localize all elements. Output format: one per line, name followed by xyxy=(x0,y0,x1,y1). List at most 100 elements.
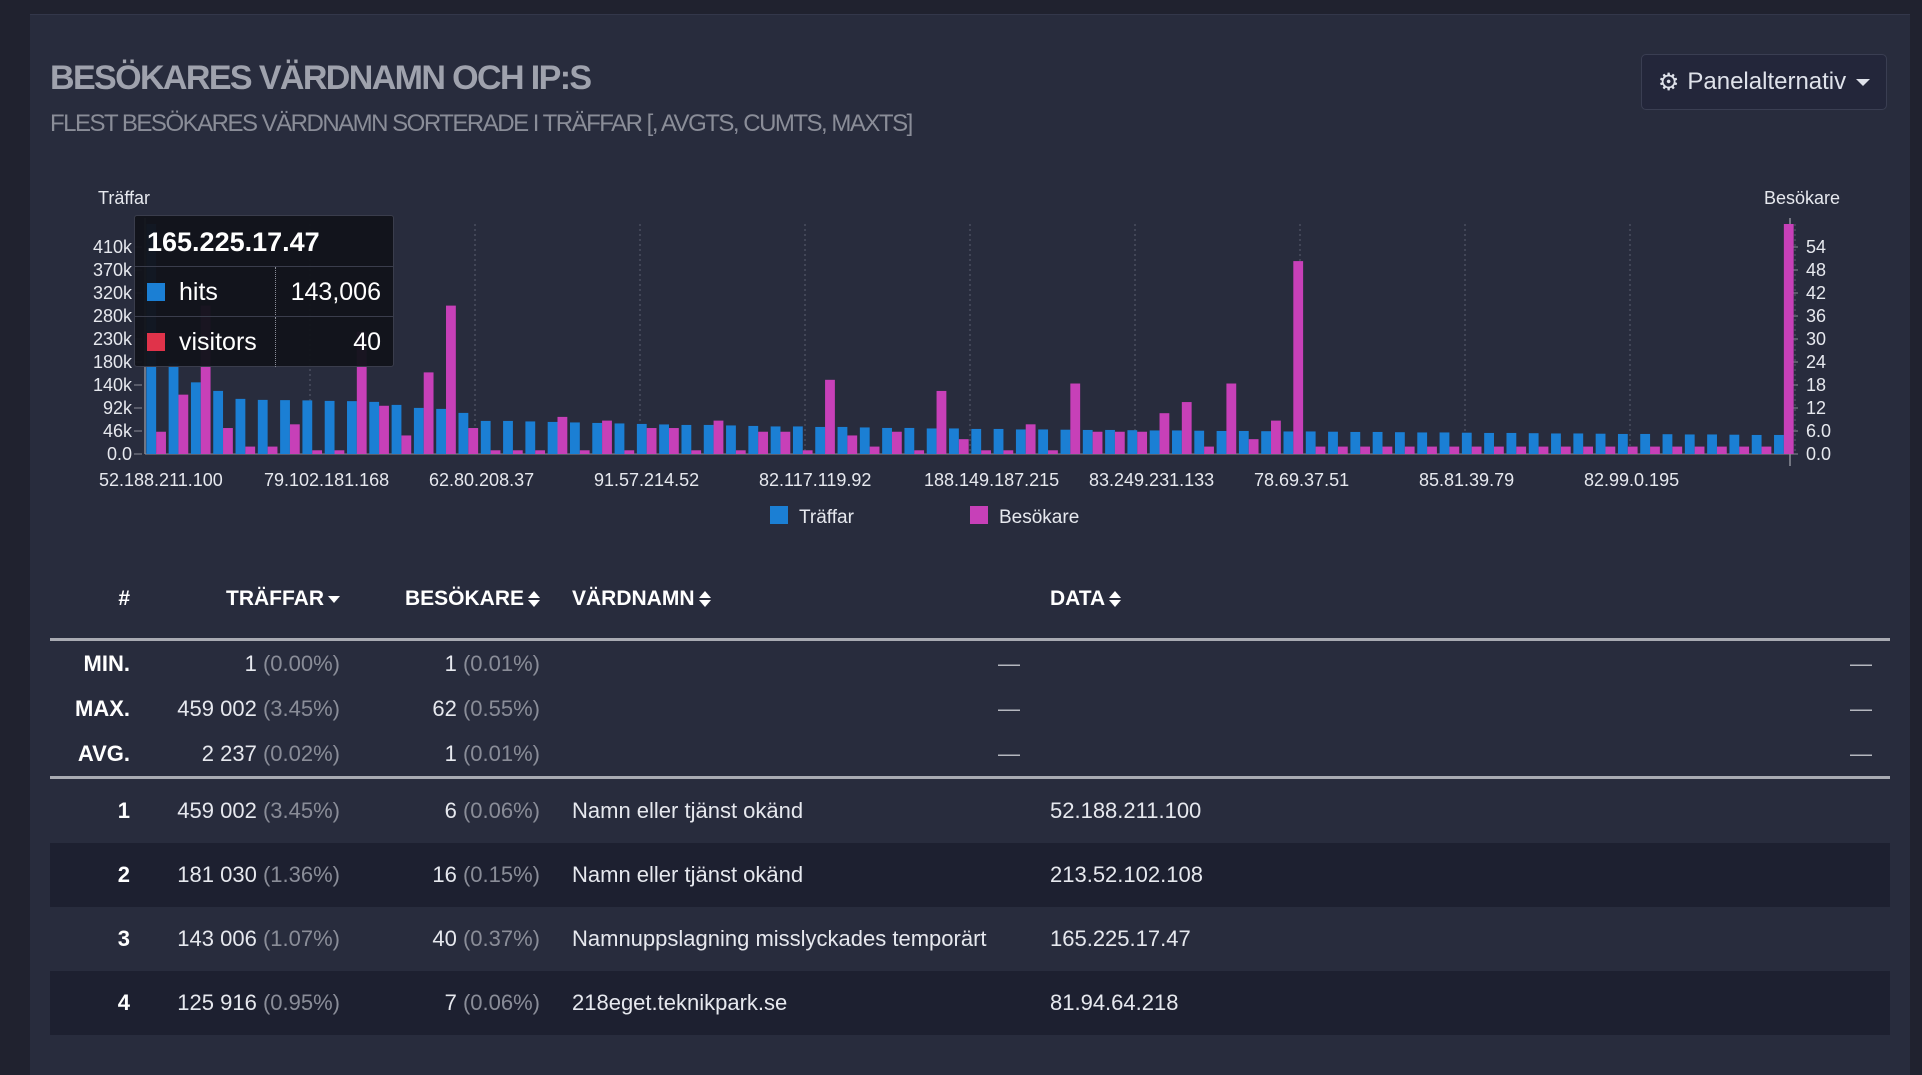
col-header-visitors[interactable]: BESÖKARE xyxy=(340,560,540,640)
bar-visitors xyxy=(1739,446,1750,454)
bar-hits xyxy=(659,424,669,454)
bar-hits xyxy=(792,426,803,454)
x-tick-label: 188.149.187.215 xyxy=(924,470,1059,490)
table-row[interactable]: 4 125 916 (0.95%) 7 (0.06%) 218eget.tekn… xyxy=(50,971,1890,1035)
bar-hits xyxy=(569,422,580,454)
bar-visitors xyxy=(1471,446,1482,454)
table-row[interactable]: 3 143 006 (1.07%) 40 (0.37%) Namnuppslag… xyxy=(50,907,1890,971)
x-tick-label: 85.81.39.79 xyxy=(1419,470,1514,490)
bar-visitors xyxy=(1025,424,1036,454)
bar-visitors xyxy=(1605,446,1616,454)
bar-visitors xyxy=(1404,446,1415,454)
tooltip-row-hits: hits 143,006 xyxy=(135,266,393,317)
stat-hits: 2 237 (0.02%) xyxy=(201,740,340,766)
tooltip-row-visitors: visitors 40 xyxy=(135,316,393,367)
col-header-num: # xyxy=(118,587,130,610)
bar-visitors xyxy=(356,331,367,454)
bar-hits xyxy=(971,428,982,454)
hits-swatch xyxy=(147,283,165,301)
bar-hits xyxy=(436,408,447,454)
bar-hits xyxy=(213,390,224,454)
row-visitors: 6 (0.06%) xyxy=(444,798,540,823)
row-visitors: 40 (0.37%) xyxy=(432,926,540,951)
col-header-data[interactable]: DATA xyxy=(1020,560,1890,640)
bar-hits xyxy=(235,398,246,454)
bar-visitors xyxy=(1070,383,1081,454)
x-tick-label: 82.99.0.195 xyxy=(1584,470,1679,490)
tooltip-separator xyxy=(275,317,276,367)
bar-visitors xyxy=(267,446,278,454)
bar-hits xyxy=(949,428,959,454)
bar-hits xyxy=(1127,430,1138,454)
x-tick-label: 78.69.37.51 xyxy=(1254,470,1349,490)
bar-hits xyxy=(1015,429,1026,454)
x-tick-label: 79.102.181.168 xyxy=(264,470,389,490)
table-row[interactable]: 2 181 030 (1.36%) 16 (0.15%) Namn eller … xyxy=(50,843,1890,907)
bar-hits xyxy=(859,427,870,454)
bar-visitors xyxy=(1226,383,1237,454)
bar-visitors xyxy=(1248,439,1259,454)
panel-options-button[interactable]: ⚙ Panelalternativ xyxy=(1641,54,1887,110)
bar-hits xyxy=(1573,433,1584,454)
bar-hits xyxy=(1484,432,1494,454)
bar-hits xyxy=(681,424,692,454)
panel-subtitle: FLEST BESÖKARES VÄRDNAMN SORTERADE I TRÄ… xyxy=(50,110,913,137)
col-header-hostname[interactable]: VÄRDNAMN xyxy=(540,560,1020,640)
row-hits: 181 030 (1.36%) xyxy=(177,862,340,887)
bar-hits xyxy=(480,420,491,454)
right-tick-label: 12 xyxy=(1806,398,1826,418)
bar-hits xyxy=(1461,432,1472,454)
right-tick-label: 48 xyxy=(1806,260,1826,280)
stat-hostname-dash: — xyxy=(998,740,1020,766)
x-tick-label: 62.80.208.37 xyxy=(429,470,534,490)
bar-visitors xyxy=(713,420,724,454)
legend-swatch xyxy=(970,506,988,524)
col-header-hits[interactable]: TRÄFFAR xyxy=(130,560,340,640)
bar-visitors xyxy=(401,435,412,454)
bar-visitors xyxy=(1271,420,1281,454)
legend-swatch xyxy=(770,506,788,524)
bar-hits xyxy=(413,407,424,454)
bar-visitors xyxy=(1003,450,1014,454)
bar-hits xyxy=(280,400,290,454)
bar-visitors xyxy=(1114,431,1125,454)
bar-visitors xyxy=(758,431,768,454)
bar-visitors xyxy=(1293,261,1304,454)
row-number: 2 xyxy=(117,862,130,887)
stat-hits: 1 (0.00%) xyxy=(244,650,340,676)
row-data: 52.188.211.100 xyxy=(1050,798,1202,823)
bar-visitors xyxy=(1694,446,1705,454)
bar-hits xyxy=(547,421,558,454)
bar-visitors xyxy=(891,431,902,454)
bar-visitors xyxy=(869,446,880,454)
stat-data-dash: — xyxy=(1850,740,1872,766)
bar-visitors xyxy=(223,428,233,454)
right-tick-label: 30 xyxy=(1806,329,1826,349)
x-tick-label: 52.188.211.100 xyxy=(99,470,223,490)
bar-hits xyxy=(1662,434,1673,454)
x-tick-label: 82.117.119.92 xyxy=(759,470,871,490)
stat-visitors: 1 (0.01%) xyxy=(444,740,540,766)
bar-visitors xyxy=(178,394,189,454)
right-tick-label: 36 xyxy=(1806,306,1826,326)
stat-hostname-dash: — xyxy=(998,650,1020,676)
left-tick-label: 92k xyxy=(103,398,133,418)
bar-hits xyxy=(1238,430,1249,454)
bar-hits xyxy=(726,425,736,454)
left-tick-label: 0.0 xyxy=(107,444,132,464)
bar-visitors xyxy=(1783,224,1794,454)
stat-label: MAX. xyxy=(75,695,130,721)
bar-visitors xyxy=(1650,446,1660,454)
stat-row-avg: AVG. 2 237 (0.02%) 1 (0.01%) — — xyxy=(50,731,1890,778)
bar-visitors xyxy=(579,450,590,454)
bar-visitors xyxy=(1583,446,1593,454)
bar-hits xyxy=(1060,429,1071,454)
bar-visitors xyxy=(245,446,256,454)
bar-visitors xyxy=(825,379,835,454)
bar-visitors xyxy=(1337,446,1348,454)
bar-hits xyxy=(592,422,603,454)
bar-hits xyxy=(347,401,357,454)
bar-hits xyxy=(1350,431,1361,454)
table-row[interactable]: 1 459 002 (3.45%) 6 (0.06%) Namn eller t… xyxy=(50,778,1890,844)
bar-visitors xyxy=(735,450,746,454)
